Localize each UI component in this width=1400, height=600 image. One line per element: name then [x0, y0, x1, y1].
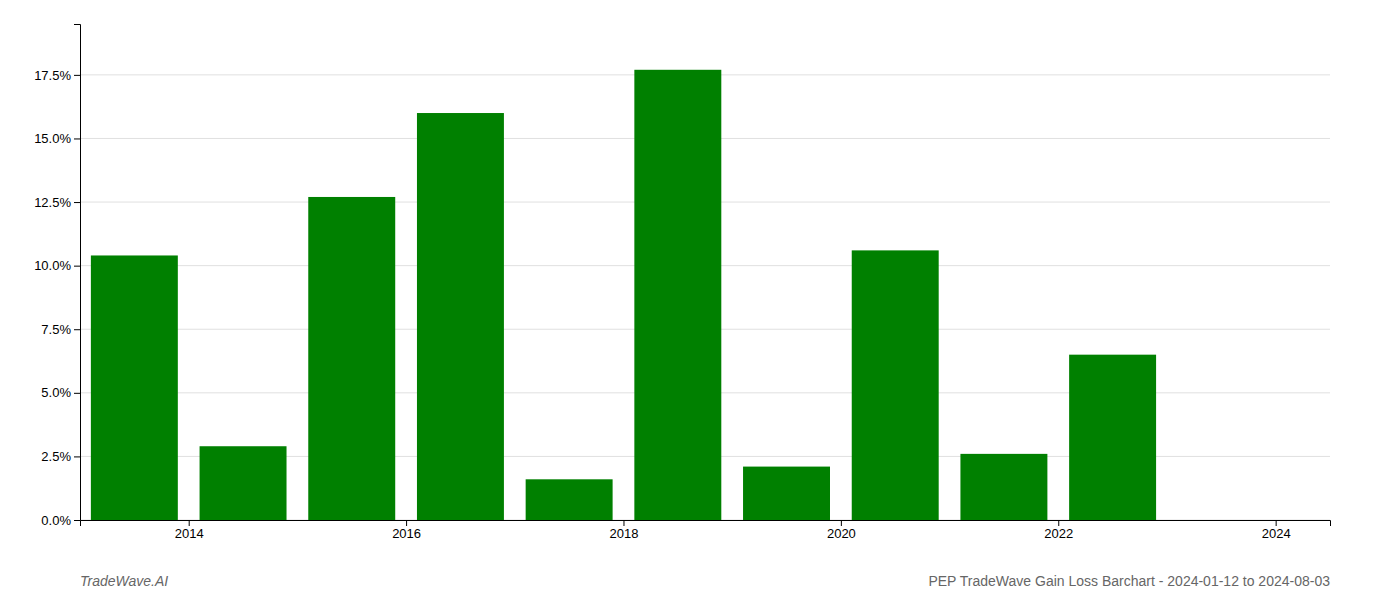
y-tick-label: 15.0%: [34, 131, 71, 146]
x-tick: 2022: [1044, 520, 1073, 541]
y-tick: 17.5%: [34, 68, 80, 83]
x-tick-label: 2022: [1044, 526, 1073, 541]
x-tick: 2018: [610, 520, 639, 541]
x-tick: 2024: [1262, 520, 1291, 541]
y-tick-mark: [74, 456, 80, 457]
y-tick-mark: [74, 75, 80, 76]
y-tick: 15.0%: [34, 131, 80, 146]
bar: [308, 197, 395, 520]
bar: [200, 446, 287, 520]
y-tick-label: 7.5%: [41, 322, 71, 337]
x-tick-mark: [406, 520, 407, 526]
x-axis: 2014 2016 2018 2020 2022 2024: [81, 520, 1331, 541]
bar: [526, 479, 613, 520]
bars: [91, 70, 1156, 520]
y-tick: 12.5%: [34, 195, 80, 210]
bar: [1069, 355, 1156, 520]
y-tick-mark: [74, 202, 80, 203]
x-tick: 2014: [175, 520, 204, 541]
footer-left: TradeWave.AI: [80, 573, 168, 589]
bar: [852, 250, 939, 520]
y-tick: 7.5%: [41, 322, 80, 337]
y-tick-label: 2.5%: [41, 449, 71, 464]
x-tick-label: 2024: [1262, 526, 1291, 541]
bar: [634, 70, 721, 520]
y-tick: 5.0%: [41, 385, 80, 400]
bar: [91, 255, 178, 520]
y-tick-label: 10.0%: [34, 258, 71, 273]
y-tick-mark: [74, 520, 80, 521]
x-tick-mark: [623, 520, 624, 526]
y-tick-mark: [74, 138, 80, 139]
y-axis: 0.0% 2.5% 5.0% 7.5% 10.0% 12.5% 15.0% 17.5%: [34, 25, 80, 528]
y-tick-mark: [74, 393, 80, 394]
x-tick: 2016: [392, 520, 421, 541]
y-tick-label: 5.0%: [41, 385, 71, 400]
y-tick-label: 0.0%: [41, 513, 71, 528]
bar: [417, 113, 504, 520]
x-tick-label: 2016: [392, 526, 421, 541]
x-tick-label: 2018: [610, 526, 639, 541]
x-tick-label: 2014: [175, 526, 204, 541]
y-tick-label: 12.5%: [34, 195, 71, 210]
footer-right: PEP TradeWave Gain Loss Barchart - 2024-…: [928, 573, 1330, 589]
bar: [960, 454, 1047, 520]
y-tick-mark: [74, 329, 80, 330]
chart-root: 2014 2016 2018 2020 2022 2024 0.0% 2.5% 5.0% 7.5%…: [0, 0, 1400, 600]
y-tick-mark: [74, 266, 80, 267]
x-tick-mark: [1058, 520, 1059, 526]
y-tick: 10.0%: [34, 258, 80, 273]
plot: 2014 2016 2018 2020 2022 2024 0.0% 2.5% 5.0% 7.5%…: [34, 25, 1330, 542]
x-tick-mark: [1276, 520, 1277, 526]
y-tick: 0.0%: [41, 513, 80, 528]
y-axis-line: [74, 25, 81, 521]
bar: [1178, 520, 1265, 521]
y-tick: 2.5%: [41, 449, 80, 464]
x-tick-label: 2020: [827, 526, 856, 541]
bar: [743, 467, 830, 520]
x-tick-mark: [841, 520, 842, 526]
x-tick-mark: [189, 520, 190, 526]
x-axis-line: [81, 521, 1331, 527]
x-tick: 2020: [827, 520, 856, 541]
y-tick-label: 17.5%: [34, 68, 71, 83]
